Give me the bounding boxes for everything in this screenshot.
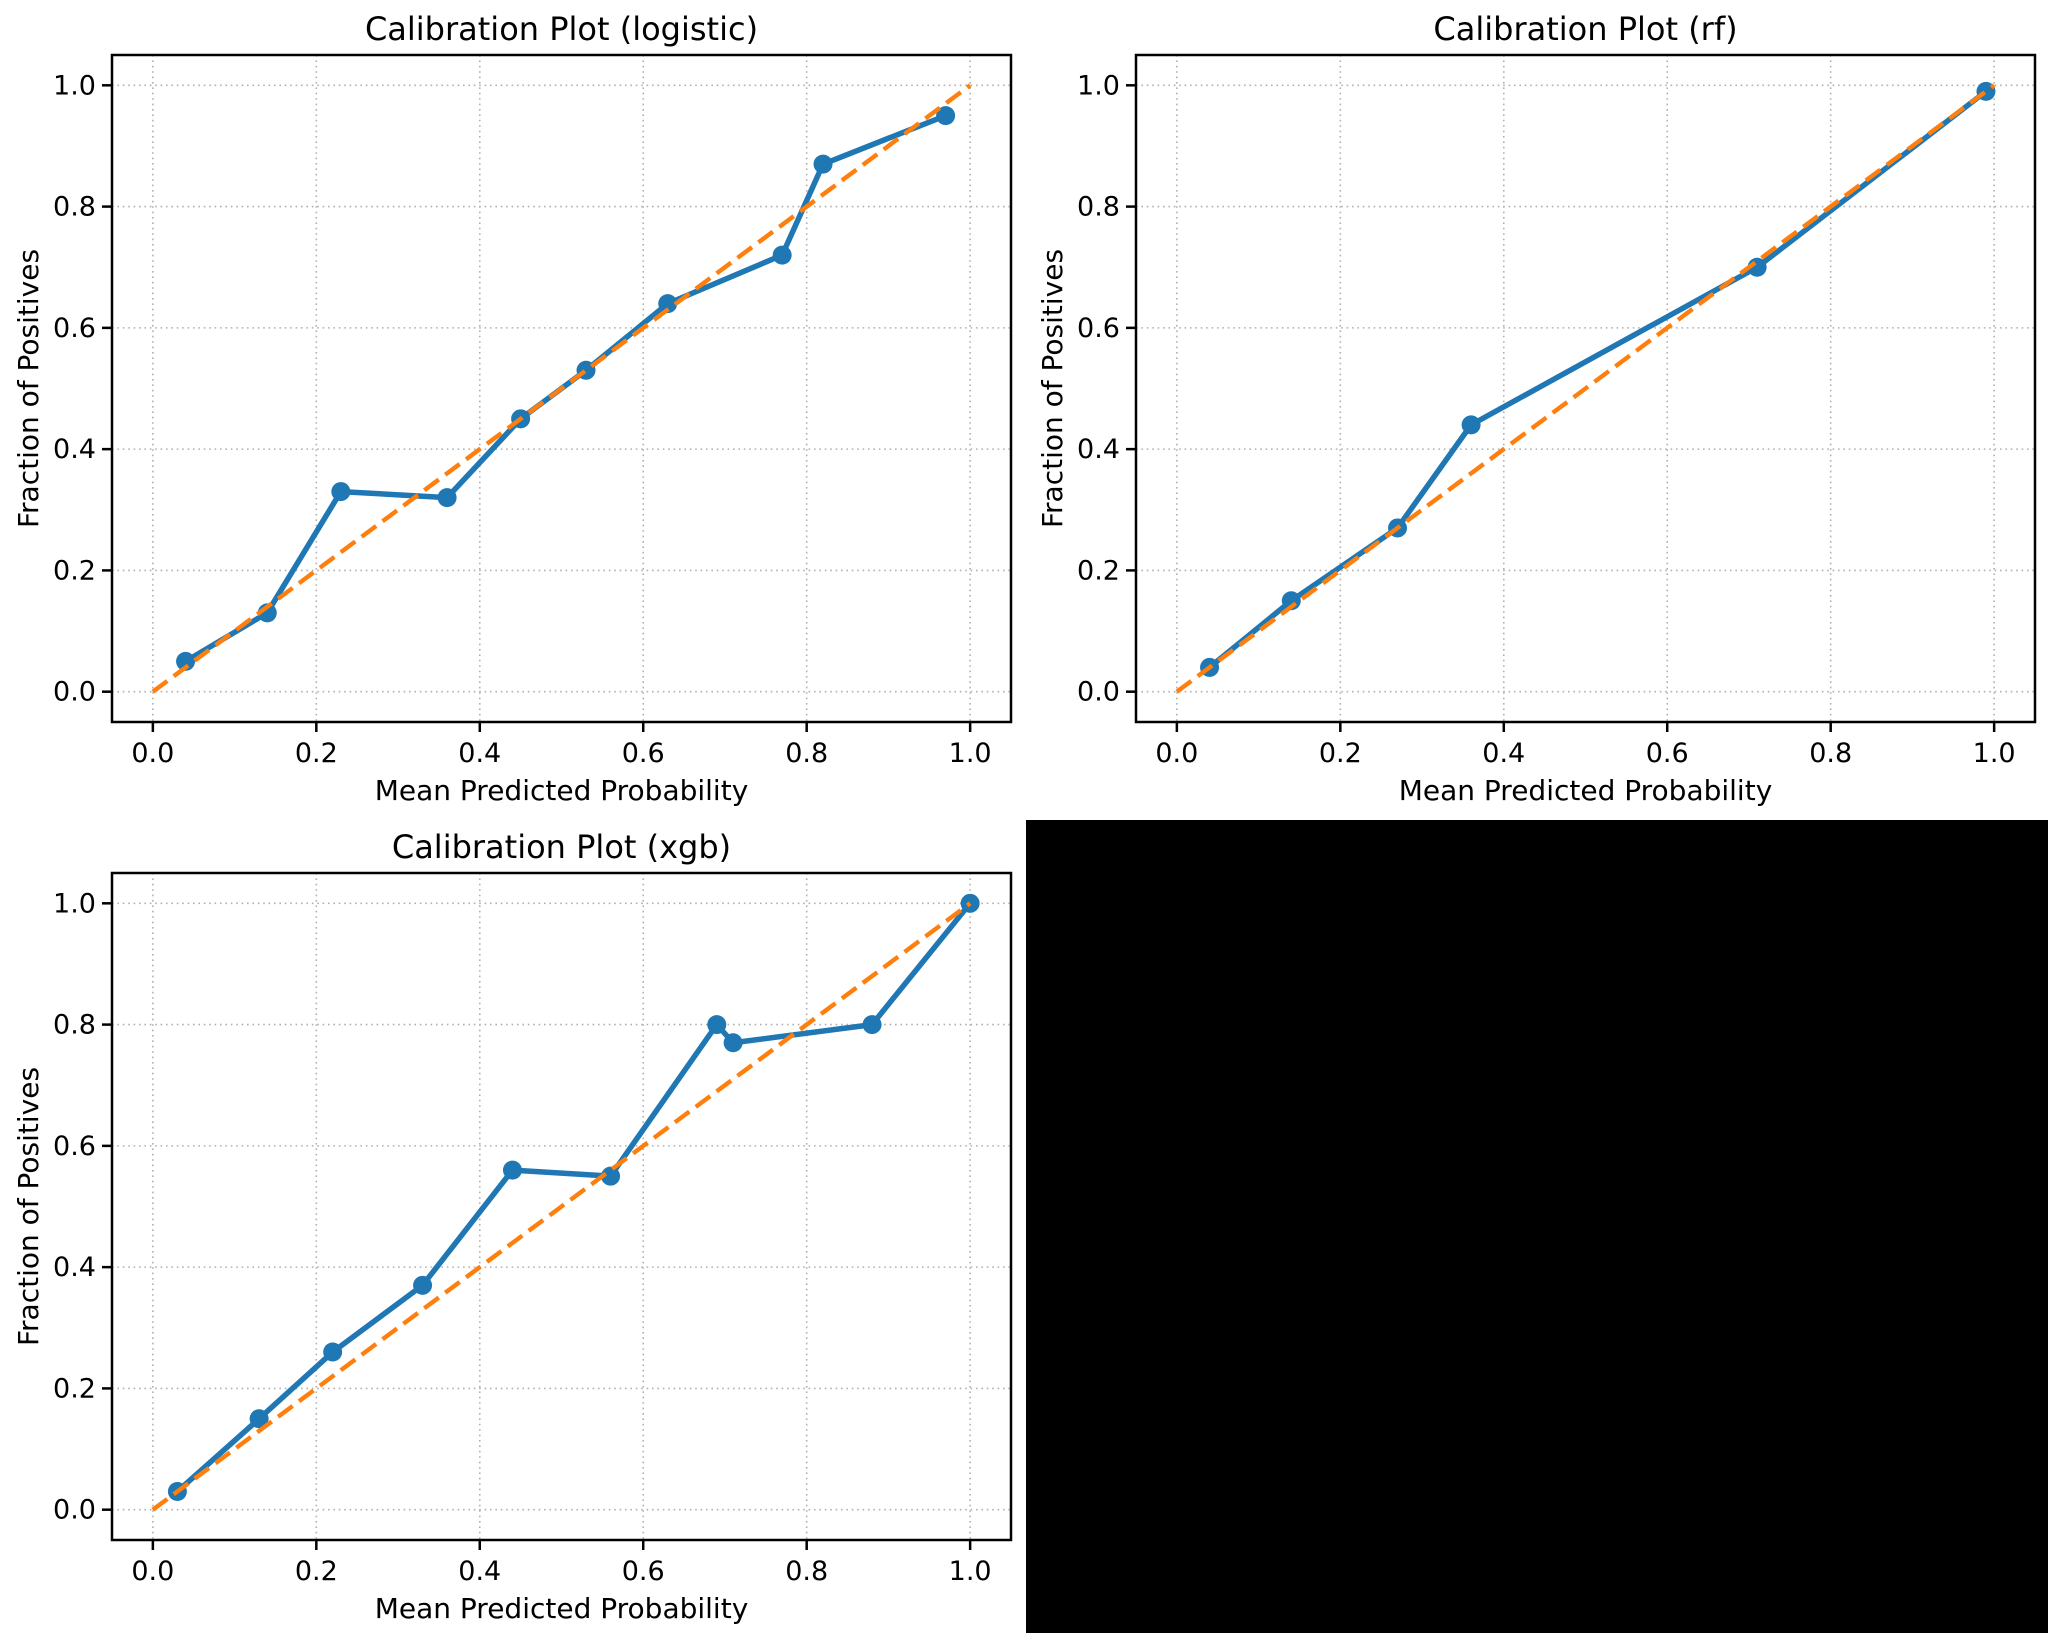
- calibration-curve-marker: [772, 245, 792, 265]
- x-tick-label: 0.2: [295, 1556, 338, 1587]
- y-tick-label: 0.0: [53, 1495, 96, 1526]
- calibration-plot-xgb: 0.0 0.2 0.4 0.6 0.8 1.0 0.0 0.2 0.4 0.6 0.8 1.0 Cali…: [0, 818, 1024, 1636]
- y-tick-label: 1.0: [53, 888, 96, 919]
- x-tick-label: 1.0: [949, 1556, 992, 1587]
- x-tick-label: 0.2: [1319, 738, 1362, 769]
- x-tick-label: 0.0: [131, 738, 174, 769]
- calibration-curve-marker: [413, 1275, 433, 1295]
- y-axis-label: Fraction of Positives: [1036, 249, 1069, 528]
- y-tick-label: 0.4: [53, 1252, 96, 1283]
- y-tick-label: 0.8: [53, 1010, 96, 1041]
- x-tick-label: 0.6: [622, 738, 665, 769]
- calibration-plot-logistic: 0.0 0.2 0.4 0.6 0.8 1.0 0.0 0.2 0.4 0.6 0.8 1.0 Cali…: [0, 0, 1024, 818]
- calibration-curve-marker: [723, 1033, 743, 1053]
- plot-title: Calibration Plot (xgb): [392, 828, 731, 866]
- x-tick-label: 0.8: [1809, 738, 1852, 769]
- calibration-curve-marker: [658, 294, 678, 314]
- calibration-curve-marker: [601, 1166, 621, 1186]
- empty-black-panel: [1026, 820, 2048, 1633]
- y-tick-label: 0.2: [53, 555, 96, 586]
- x-axis-label: Mean Predicted Probability: [375, 774, 749, 807]
- perfect-calibration-reference-line: [151, 83, 972, 694]
- calibration-curve-marker: [813, 154, 833, 174]
- x-tick-label: 0.2: [295, 738, 338, 769]
- calibration-curve-marker: [437, 488, 457, 508]
- calibration-curve-marker: [502, 1160, 522, 1180]
- calibration-curve-line: [1207, 89, 1988, 670]
- x-tick-label: 0.6: [1646, 738, 1689, 769]
- y-tick-label: 0.2: [1077, 555, 1120, 586]
- x-tick-label: 1.0: [1973, 738, 2016, 769]
- calibration-curve-marker: [862, 1015, 882, 1035]
- calibration-curve-marker: [176, 651, 196, 671]
- calibration-curve-marker: [331, 482, 351, 502]
- x-tick-label: 0.0: [1155, 738, 1198, 769]
- y-tick-label: 0.6: [53, 313, 96, 344]
- calibration-curve-marker: [707, 1015, 727, 1035]
- y-tick-label: 1.0: [1077, 70, 1120, 101]
- y-tick-label: 1.0: [53, 70, 96, 101]
- y-tick-label: 0.6: [53, 1131, 96, 1162]
- x-tick-label: 0.8: [785, 738, 828, 769]
- y-tick-label: 0.8: [1077, 192, 1120, 223]
- calibration-curve-marker: [1461, 415, 1481, 435]
- plot-title: Calibration Plot (logistic): [365, 10, 758, 48]
- y-tick-label: 0.2: [53, 1373, 96, 1404]
- calibration-curve-marker: [936, 106, 956, 126]
- y-tick-label: 0.4: [1077, 434, 1120, 465]
- x-tick-label: 0.4: [1482, 738, 1525, 769]
- plot-title: Calibration Plot (rf): [1433, 10, 1737, 48]
- chart-svg: 0.0 0.2 0.4 0.6 0.8 1.0 0.0 0.2 0.4 0.6 0.8 1.0 Cali…: [12, 10, 1013, 807]
- y-tick-label: 0.0: [1077, 677, 1120, 708]
- calibration-plot-rf: 0.0 0.2 0.4 0.6 0.8 1.0 0.0 0.2 0.4 0.6 0.8 1.0 Cali…: [1024, 0, 2048, 818]
- x-axis-label: Mean Predicted Probability: [1399, 774, 1773, 807]
- axes-spines: [110, 871, 1013, 1542]
- axes-spines: [110, 53, 1013, 724]
- x-axis-label: Mean Predicted Probability: [375, 1592, 749, 1625]
- chart-svg: 0.0 0.2 0.4 0.6 0.8 1.0 0.0 0.2 0.4 0.6 0.8 1.0 Cali…: [1036, 10, 2037, 807]
- calibration-curve-marker: [323, 1342, 343, 1362]
- chart-svg: 0.0 0.2 0.4 0.6 0.8 1.0 0.0 0.2 0.4 0.6 0.8 1.0 Cali…: [12, 828, 1013, 1625]
- perfect-calibration-reference-line: [151, 901, 972, 1512]
- x-tick-label: 1.0: [949, 738, 992, 769]
- calibration-curve-line: [175, 901, 973, 1494]
- y-axis-label: Fraction of Positives: [12, 1067, 45, 1346]
- calibration-curve-marker: [249, 1409, 269, 1429]
- y-axis-label: Fraction of Positives: [12, 249, 45, 528]
- x-tick-label: 0.4: [458, 738, 501, 769]
- x-tick-label: 0.0: [131, 1556, 174, 1587]
- x-tick-label: 0.8: [785, 1556, 828, 1587]
- y-tick-label: 0.8: [53, 192, 96, 223]
- x-tick-label: 0.4: [458, 1556, 501, 1587]
- calibration-curve-line: [184, 113, 947, 664]
- y-tick-label: 0.6: [1077, 313, 1120, 344]
- y-tick-label: 0.4: [53, 434, 96, 465]
- x-tick-label: 0.6: [622, 1556, 665, 1587]
- y-tick-label: 0.0: [53, 677, 96, 708]
- perfect-calibration-reference-line: [1175, 83, 1996, 694]
- axes-spines: [1134, 53, 2037, 724]
